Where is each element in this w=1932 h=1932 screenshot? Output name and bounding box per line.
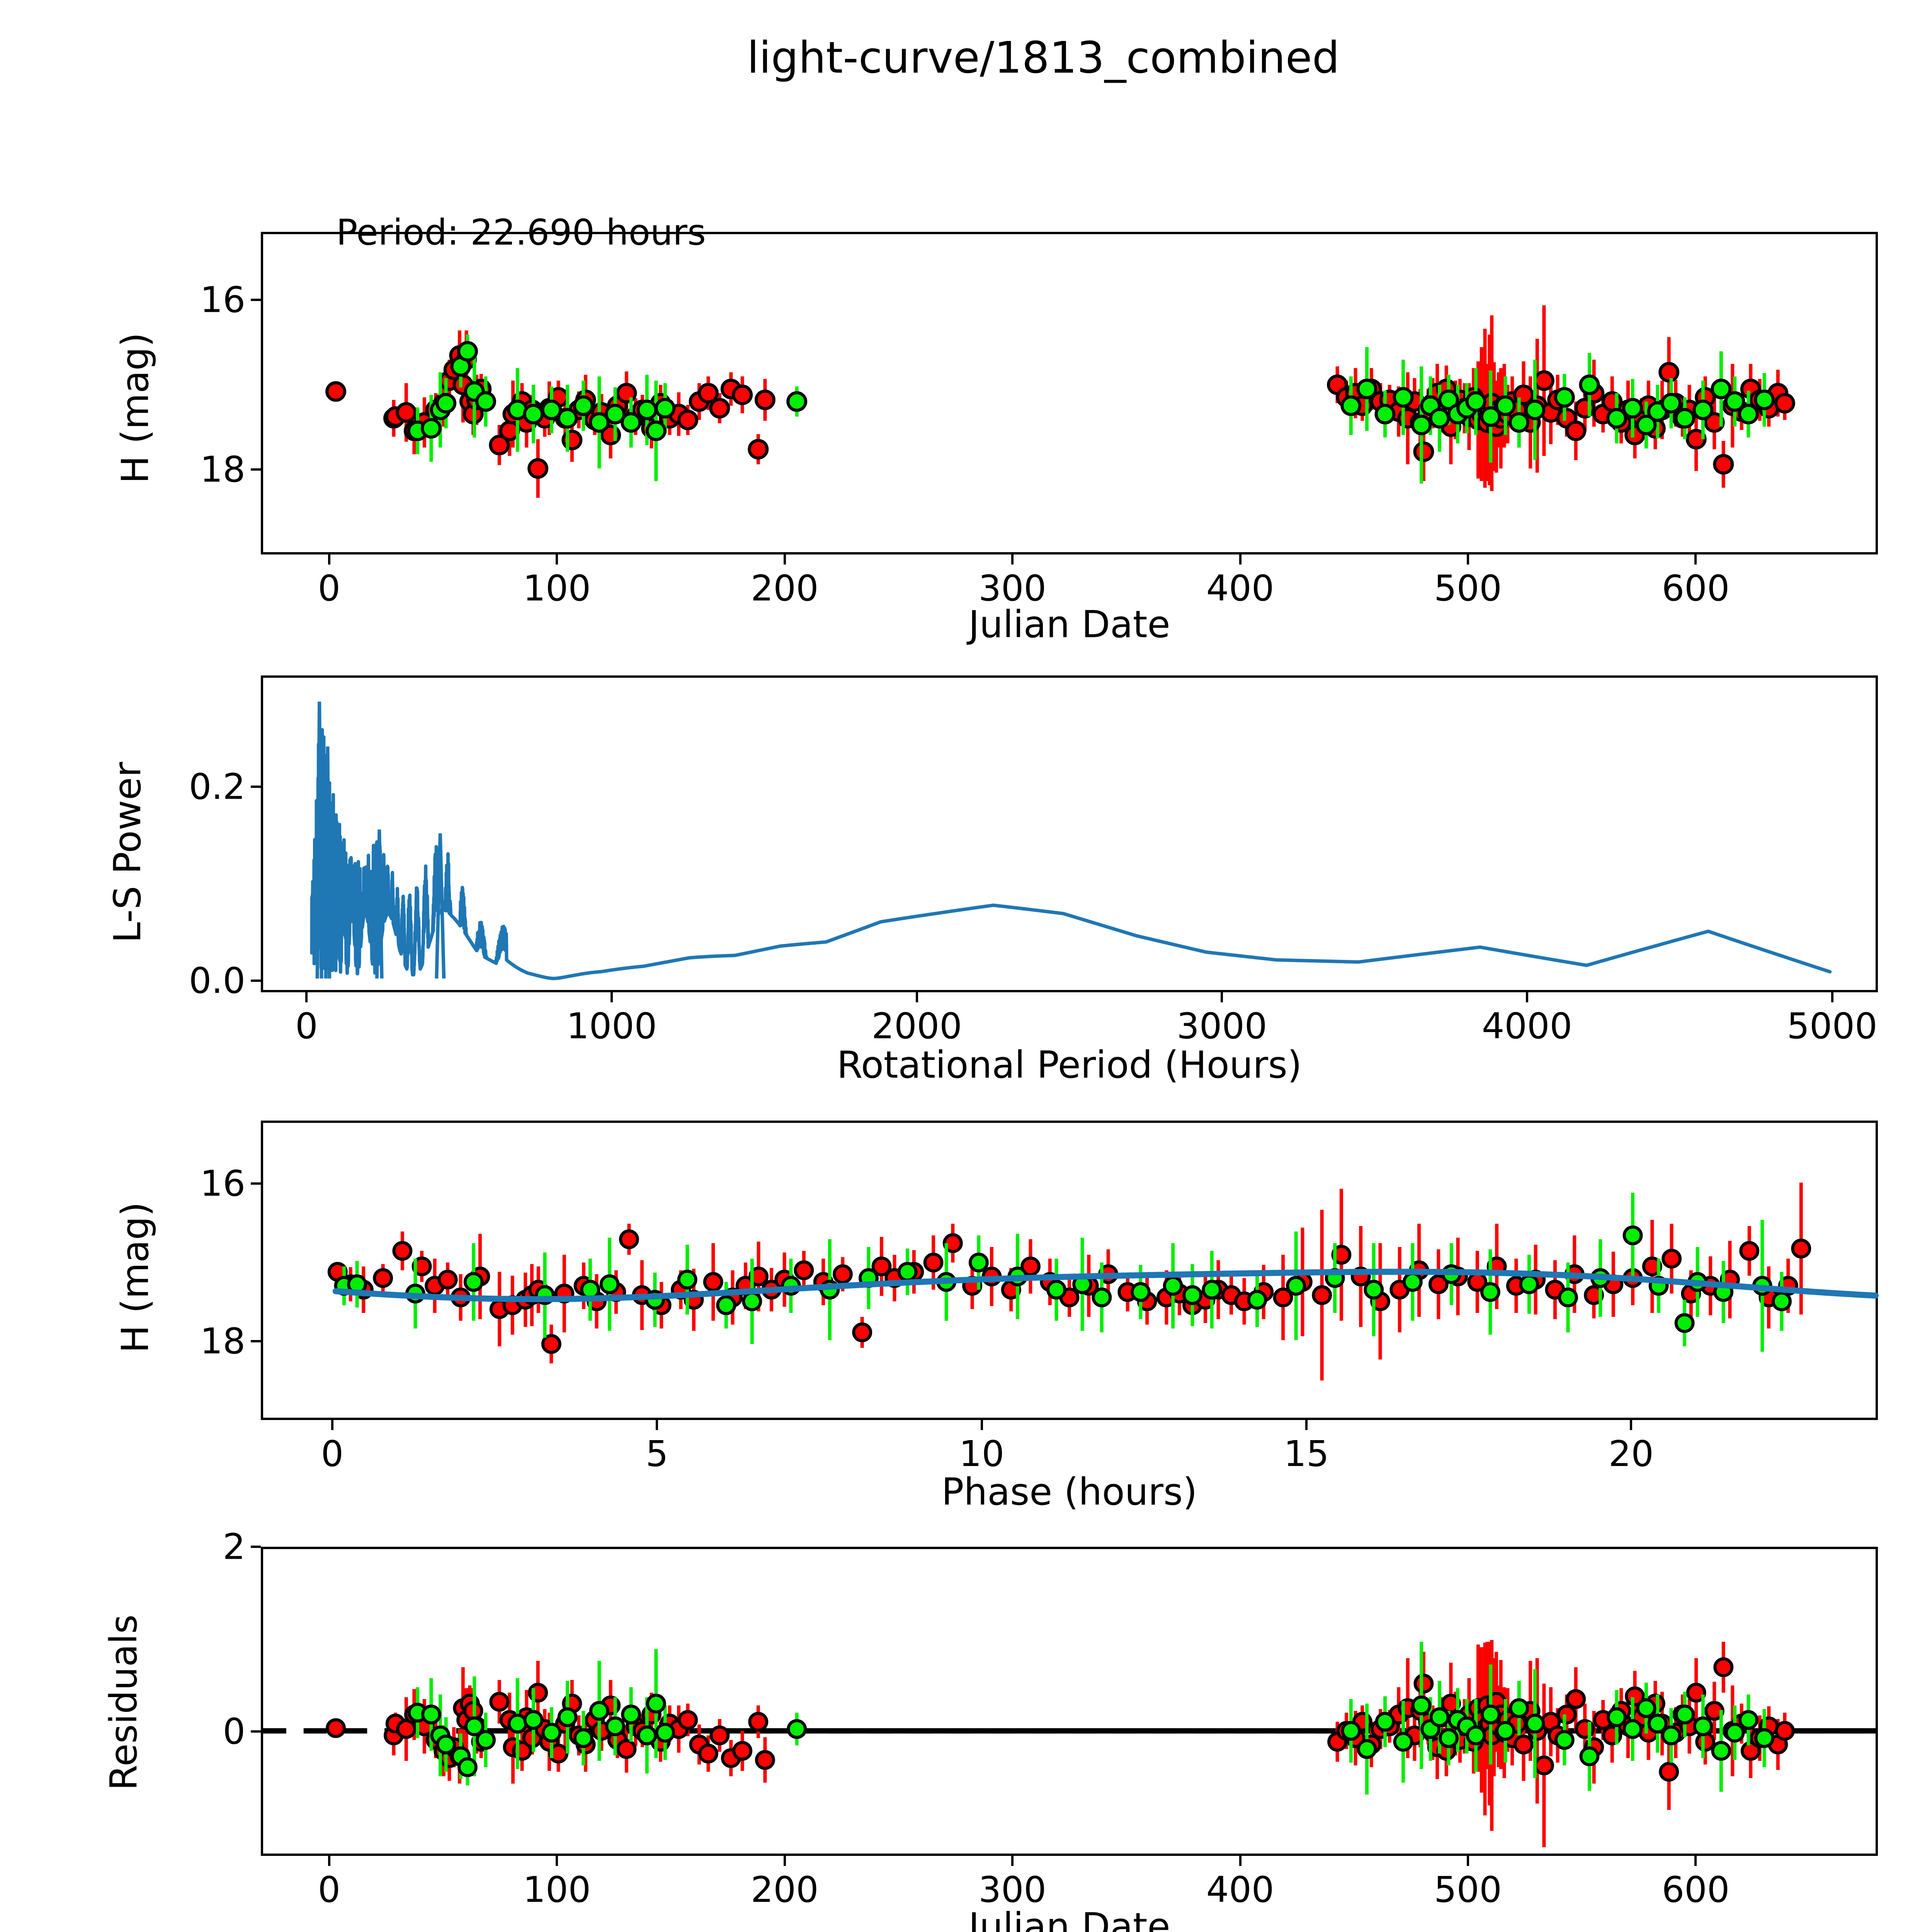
figure-title: light-curve/1813_combined [747,33,1340,83]
x-tickmark [656,1420,658,1430]
x-ticklabel: 300 [978,568,1046,609]
panel-lightcurve [261,232,1878,554]
x-tickmark [1467,1856,1469,1866]
x-ticklabel: 100 [523,1869,591,1910]
residuals-plot-area [263,1640,1876,1847]
x-ticklabel: 0 [321,1433,344,1475]
panel-periodogram [261,675,1878,992]
series-green [407,1641,1774,1795]
series-red [327,1182,1811,1381]
panel-residuals-xlabel: Julian Date [968,1905,1170,1932]
x-ticklabel: 10 [959,1433,1005,1475]
x-ticklabel: 300 [978,1869,1046,1910]
x-tickmark [556,1856,558,1866]
x-ticklabel: 5 [645,1433,668,1475]
x-ticklabel: 400 [1206,568,1274,609]
phase-fit-curve [332,1269,1879,1303]
x-ticklabel: 3000 [1177,1005,1267,1047]
x-tickmark [1239,1856,1242,1866]
x-tickmark [1305,1420,1308,1430]
x-tickmark [1239,554,1242,565]
x-ticklabel: 0 [318,1869,341,1910]
x-ticklabel: 1000 [566,1005,657,1047]
periodogram-plot-area [310,701,1832,980]
x-tickmark [1221,992,1223,1002]
x-tickmark [305,992,308,1002]
x-tickmark [1630,1420,1633,1430]
x-tickmark [331,1420,333,1430]
panel-residuals [261,1547,1878,1856]
series-green [407,334,1775,484]
x-ticklabel: 0 [318,568,341,609]
x-tickmark [1011,1856,1014,1866]
y-tickmark [251,979,261,982]
y-ticklabel: 2 [223,1526,245,1568]
x-tickmark [1831,992,1833,1002]
panel-lightcurve-xlabel: Julian Date [968,603,1170,646]
x-ticklabel: 400 [1206,1869,1274,1910]
y-tickmark [251,786,261,788]
x-tickmark [783,554,786,565]
y-tickmark [251,298,261,301]
x-tickmark [1011,554,1014,565]
panel-phase-xlabel: Phase (hours) [941,1470,1197,1514]
x-tickmark [328,1856,330,1866]
periodogram-curve [310,728,1832,980]
x-tickmark [1526,992,1528,1002]
x-tickmark [1694,1856,1697,1866]
x-ticklabel: 500 [1434,568,1502,609]
x-ticklabel: 15 [1284,1433,1329,1475]
y-ticklabel: 0.0 [189,960,245,1002]
y-tickmark [251,1730,261,1733]
y-ticklabel: 18 [200,1320,245,1362]
x-ticklabel: 2000 [871,1005,962,1047]
x-ticklabel: 600 [1662,568,1730,609]
y-tickmark [251,1340,261,1343]
y-ticklabel: 16 [200,1163,245,1204]
y-ticklabel: 18 [200,449,245,490]
y-tickmark [251,1182,261,1185]
period-annotation: Period: 22.690 hours [336,212,706,253]
panel-phase [261,1121,1879,1420]
x-tickmark [611,992,613,1002]
x-ticklabel: 200 [750,1869,819,1910]
x-ticklabel: 200 [750,568,819,609]
x-tickmark [556,554,558,565]
x-tickmark [915,992,918,1002]
x-ticklabel: 100 [523,568,591,609]
x-ticklabel: 500 [1434,1869,1502,1910]
y-ticklabel: 16 [200,279,245,321]
y-tickmark [251,468,261,471]
x-tickmark [980,1420,983,1430]
y-ticklabel: 0 [223,1711,245,1752]
x-ticklabel: 5000 [1787,1005,1878,1047]
x-tickmark [1694,554,1697,565]
x-ticklabel: 600 [1662,1869,1730,1910]
x-ticklabel: 4000 [1481,1005,1572,1047]
x-tickmark [1467,554,1469,565]
panel-periodogram-xlabel: Rotational Period (Hours) [837,1043,1302,1087]
phase-plot-area [327,1182,1879,1381]
x-tickmark [783,1856,786,1866]
lightcurve-plot-area [325,305,1795,498]
x-tickmark [328,554,330,565]
y-ticklabel: 0.2 [189,766,245,808]
x-ticklabel: 20 [1608,1433,1654,1475]
panel-residuals-ylabel: Residuals [102,1614,145,1791]
y-tickmark [251,1546,261,1548]
x-ticklabel: 0 [295,1005,318,1047]
